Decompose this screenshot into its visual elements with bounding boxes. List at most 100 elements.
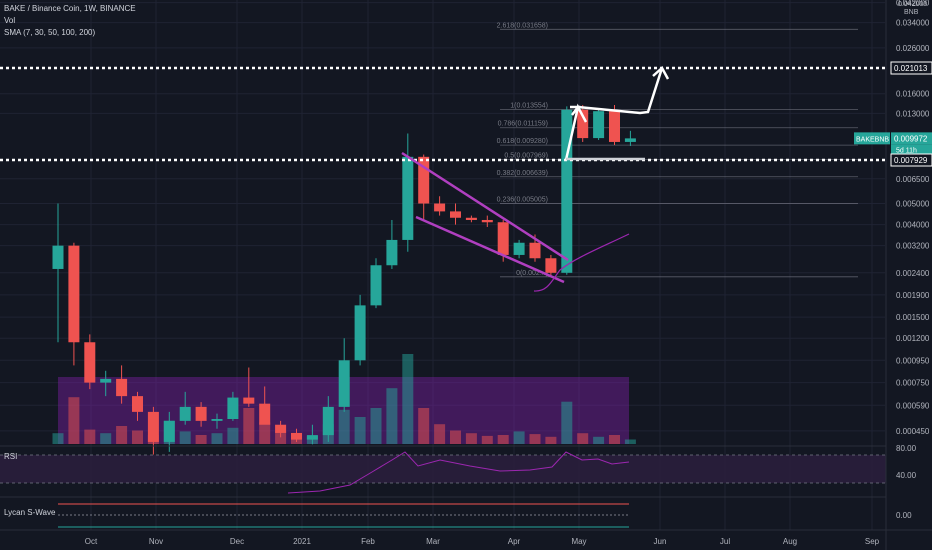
volume-bar	[624, 439, 636, 444]
volume-bar	[593, 436, 605, 444]
time-tick-label: Nov	[149, 537, 163, 546]
fib-label: 0(0.002...)	[516, 270, 548, 277]
candle-body	[577, 109, 589, 139]
candle-body	[465, 217, 477, 220]
user-drawings[interactable]	[0, 66, 886, 292]
candle-body	[529, 242, 541, 259]
fib-label: 0.236(0.005005)	[497, 196, 548, 203]
candle-body	[100, 378, 112, 383]
price-tick-label: 0.016000	[896, 90, 930, 99]
time-axis[interactable]: Oct Nov Dec 2021 Feb Mar Apr May Jun Jul Aug Sep	[0, 529, 932, 546]
volume-bar	[577, 433, 589, 444]
price-tag-text: 0.007929	[894, 156, 928, 165]
wave-pane-label[interactable]: Lycan S-Wave	[4, 508, 56, 517]
volume-bar	[195, 435, 207, 444]
price-tag-text: 0.021013	[894, 64, 928, 73]
candles	[52, 104, 636, 455]
breakout-arrow	[577, 67, 664, 115]
symbol-title[interactable]: BAKE / Binance Coin, 1W, BINANCE	[4, 4, 136, 13]
price-tick-label: 0.006500	[896, 175, 930, 184]
price-tag-box	[890, 153, 932, 167]
chart-legend: BAKE / Binance Coin, 1W, BINANCE Vol SMA…	[4, 3, 136, 39]
fib-label: 0.382(0.006639)	[497, 170, 548, 177]
candle-body	[116, 378, 128, 397]
symbol-tag-box	[854, 132, 890, 145]
candle-body	[275, 424, 287, 433]
volume-bar	[465, 433, 477, 444]
candle-body	[52, 245, 64, 269]
volume-bar	[354, 417, 366, 444]
candle-body	[163, 420, 175, 442]
last-price-box	[891, 132, 932, 145]
fib-label: 2.618(0.031658)	[497, 22, 548, 29]
channel-upper-line	[401, 151, 569, 262]
rsi-pane-label[interactable]: RSI	[4, 452, 18, 461]
last-price-text: 0.009972	[894, 134, 928, 143]
fib-label: 0.786(0.011159)	[498, 121, 548, 128]
price-tick-label: 0.001200	[896, 334, 930, 343]
time-tick-label: Aug	[783, 537, 797, 546]
countdown-box	[891, 144, 932, 155]
volume-bar	[418, 408, 430, 444]
candle-body	[513, 242, 525, 255]
volume-bar	[513, 431, 525, 444]
candle-body	[291, 432, 302, 440]
sma-indicator-label[interactable]: SMA (7, 30, 50, 100, 200)	[4, 28, 96, 37]
time-tick-label: Jul	[720, 537, 730, 546]
volume-bar	[68, 397, 80, 444]
price-labels: 0.021013 BAKEBNB 0.009972 5d 11h 0.007929	[854, 61, 932, 167]
time-tick-label: 2021	[293, 537, 311, 546]
volume-bar	[338, 409, 350, 444]
price-tick-label: 0.000590	[896, 401, 930, 410]
volume-bar	[386, 388, 398, 444]
candle-body	[243, 397, 255, 404]
price-tick-label: 0.042000	[896, 0, 930, 8]
candle-body	[370, 265, 382, 306]
candle-body	[147, 411, 159, 442]
candle-body	[593, 111, 605, 139]
time-tick-label: May	[571, 537, 586, 546]
volume-bar	[52, 433, 64, 444]
candle-body	[322, 406, 334, 436]
candle-body	[386, 239, 398, 266]
candle-body	[84, 342, 96, 383]
volume-indicator-label[interactable]: Vol	[4, 16, 16, 25]
price-tick-label: 0.004000	[896, 221, 930, 230]
volume-bars	[52, 354, 636, 444]
price-tick-label: 0.000950	[896, 356, 930, 365]
candle-body	[211, 419, 223, 421]
candle-body	[195, 406, 207, 421]
volume-bar	[259, 422, 271, 444]
volume-bar	[243, 408, 255, 444]
candle-body	[561, 109, 573, 273]
price-tick-label: 0.003200	[896, 242, 930, 251]
price-unit-label: BNB	[904, 9, 919, 16]
sma-line	[533, 233, 630, 292]
time-tick-label: Jun	[654, 537, 667, 546]
volume-bar	[211, 433, 223, 444]
volume-bar	[450, 430, 461, 444]
arrow-head-2	[652, 66, 670, 80]
price-tick-label: 0.002400	[896, 269, 930, 278]
rsi-tick-label: 40.00	[896, 471, 917, 480]
volume-bar	[100, 433, 112, 444]
wave-tick-label: 0.00	[896, 511, 912, 520]
time-tick-label: Oct	[85, 537, 98, 546]
price-tick-label: 0.026000	[896, 44, 930, 53]
candle-body	[481, 219, 493, 223]
price-tick-label: 0.001500	[896, 313, 930, 322]
candle-body	[338, 360, 350, 407]
volume-bar	[116, 426, 128, 444]
time-tick-label: Apr	[508, 537, 521, 546]
volume-bar	[370, 408, 382, 444]
volume-bar	[609, 435, 620, 444]
countdown-text: 5d 11h	[896, 147, 917, 154]
price-axis[interactable]: 0.042000 0.034000 0.026000 0.016000 0.013000…	[885, 0, 930, 550]
volume-bar	[84, 429, 96, 444]
candle-body	[68, 245, 80, 343]
volume-bar	[497, 435, 509, 444]
symbol-tag-text: BAKEBNB	[856, 136, 889, 143]
candle-body	[306, 435, 318, 440]
volume-bar	[529, 434, 541, 444]
